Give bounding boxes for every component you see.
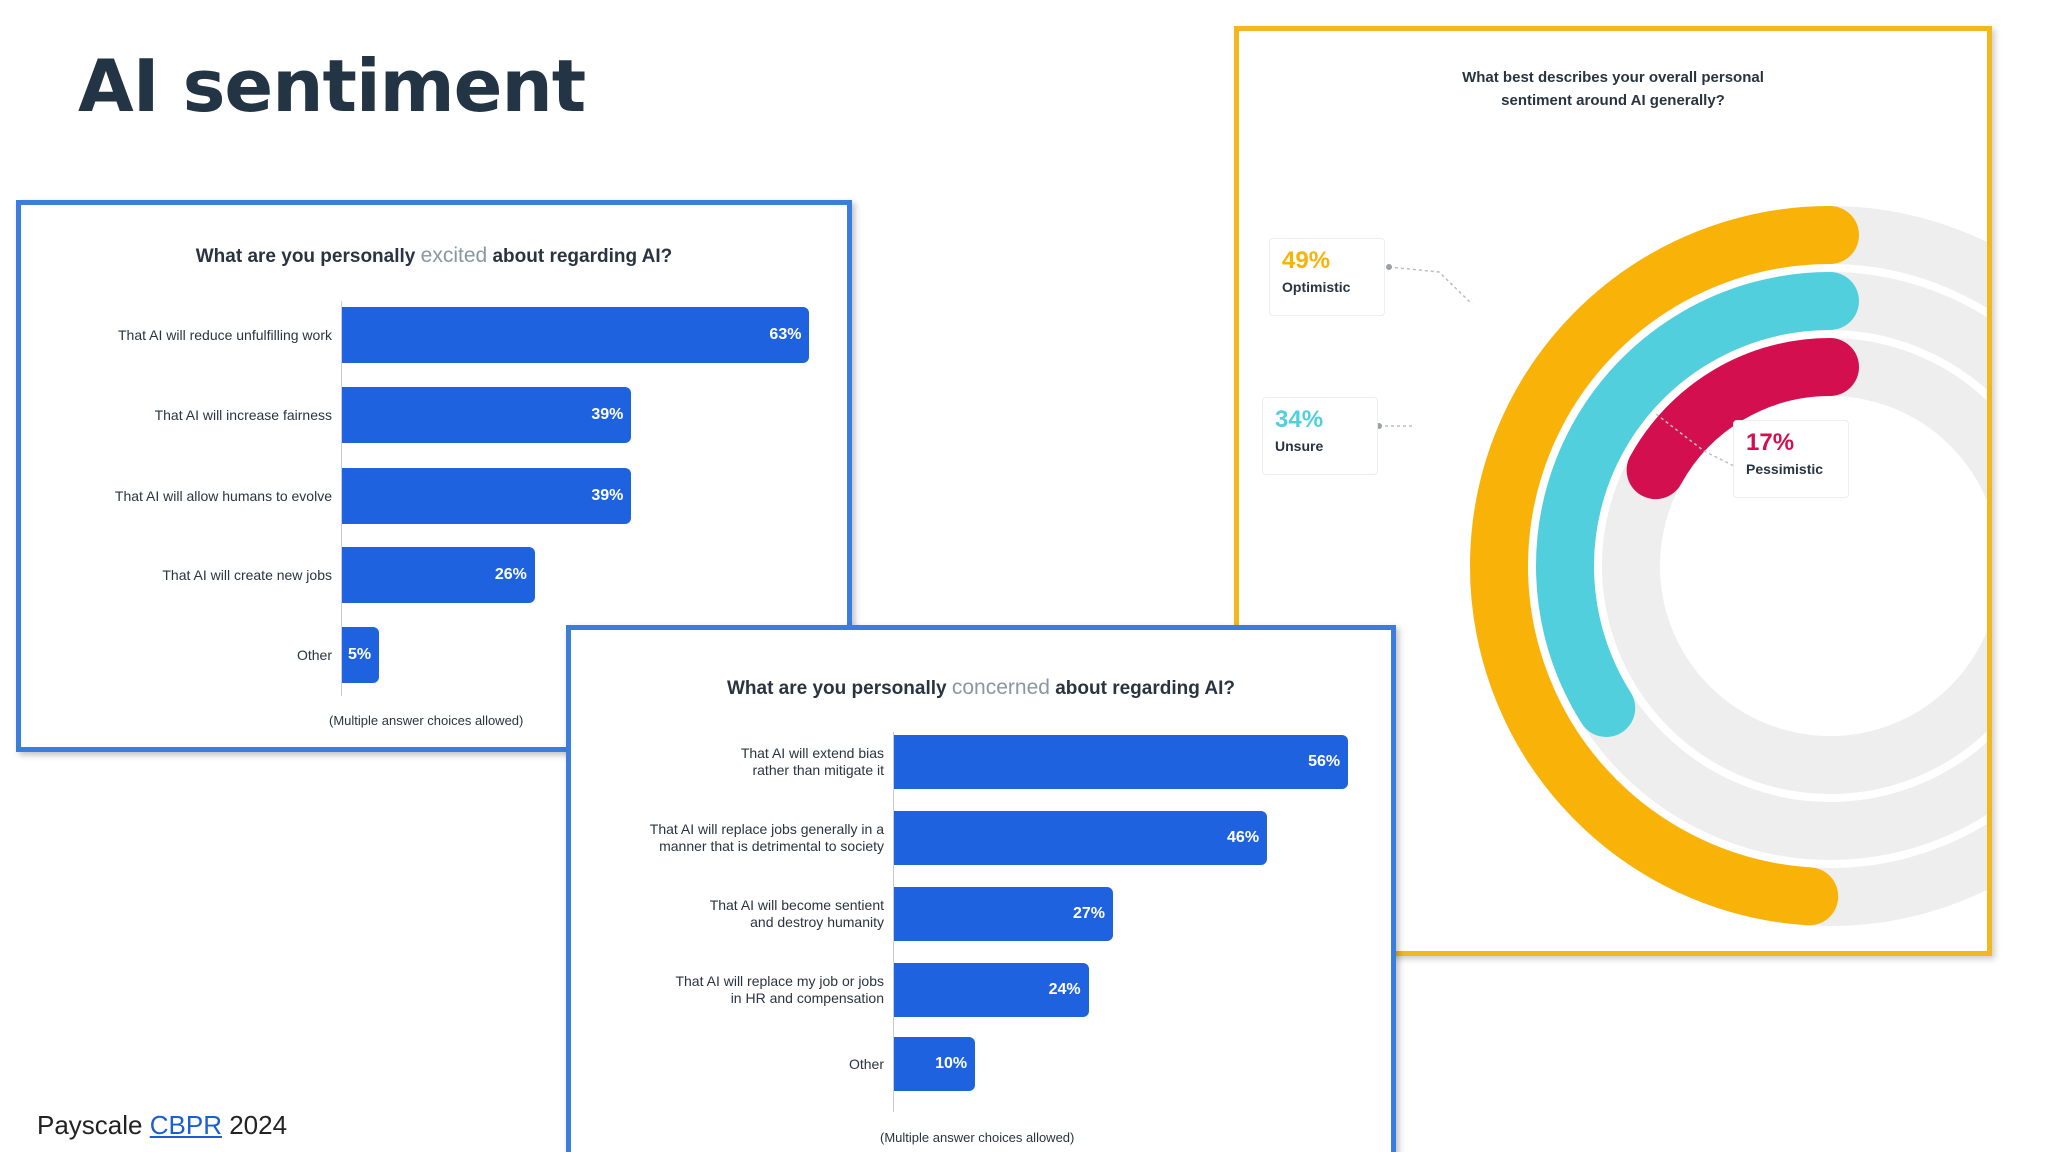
concerned-title-prefix: What are you personally xyxy=(726,678,952,699)
bar-value-label: 46% xyxy=(1227,829,1260,846)
radial-arc-unsure xyxy=(1536,272,1859,737)
bar-value-label: 39% xyxy=(591,487,624,504)
radial-arc-pessimistic xyxy=(1626,338,1859,500)
optimistic-percent: 49% xyxy=(1282,247,1331,274)
excited-title-prefix: What are you personally xyxy=(195,246,421,267)
bar-value-label: 27% xyxy=(1072,905,1105,922)
sentiment-radial-chart xyxy=(1376,206,1987,926)
concerned-title-highlight: concerned xyxy=(951,676,1050,699)
bar-category-label: Other xyxy=(296,646,332,663)
optimistic-stat-card: 49% Optimistic xyxy=(1269,238,1385,316)
bar-value-label: 5% xyxy=(347,646,372,663)
source-suffix: 2024 xyxy=(221,1110,288,1140)
bar-axis-line xyxy=(893,732,894,1112)
bar-value-label: 10% xyxy=(935,1055,968,1072)
bar-category-label: Other xyxy=(848,1055,884,1072)
bar-value-label: 24% xyxy=(1048,981,1081,998)
excited-footnote: (Multiple answer choices allowed) xyxy=(329,713,524,728)
bar-category-label: That AI will reduce unfulfilling work xyxy=(118,326,332,343)
bar-value-label: 26% xyxy=(494,566,527,583)
bar-category-label: That AI will become sentient and destroy … xyxy=(709,897,884,930)
sentiment-chart-panel: What best describes your overall persona… xyxy=(1234,26,1992,956)
concerned-footnote: (Multiple answer choices allowed) xyxy=(880,1130,1075,1145)
bar-category-label: That AI will replace my job or jobs in HR… xyxy=(675,973,884,1006)
radial-arc-optimistic xyxy=(1470,206,1859,926)
source-prefix: Payscale xyxy=(37,1110,150,1140)
bar: 63% xyxy=(342,307,810,363)
pessimistic-percent: 17% xyxy=(1746,429,1795,456)
concerned-chart-panel: What are you personally concerned about … xyxy=(566,625,1396,1152)
bar-category-label: That AI will allow humans to evolve xyxy=(114,487,332,504)
sentiment-title-line2: sentiment around AI generally? xyxy=(1501,92,1725,109)
concerned-title-suffix: about regarding AI? xyxy=(1049,678,1236,699)
optimistic-label: Optimistic xyxy=(1282,279,1351,295)
concerned-chart-title: What are you personally concerned about … xyxy=(571,676,1391,700)
bar-category-label: That AI will extend bias rather than miti… xyxy=(740,745,884,778)
bar: 46% xyxy=(894,811,1268,865)
bar: 27% xyxy=(894,887,1113,941)
bar-category-label: That AI will create new jobs xyxy=(162,566,332,583)
sentiment-chart-title: What best describes your overall persona… xyxy=(1239,66,1987,112)
source-citation: Payscale CBPR 2024 xyxy=(37,1110,287,1141)
source-link-cbpr[interactable]: CBPR xyxy=(149,1110,222,1140)
bar: 56% xyxy=(894,735,1349,789)
bar: 26% xyxy=(342,547,535,603)
excited-chart-panel: What are you personally excited about re… xyxy=(16,200,852,752)
leader-dot xyxy=(1386,264,1392,270)
bar-axis-line xyxy=(341,301,342,696)
bar: 39% xyxy=(342,468,632,524)
excited-bar-chart: That AI will reduce unfulfilling work 63%… xyxy=(21,205,847,747)
pessimistic-label: Pessimistic xyxy=(1746,461,1824,477)
excited-title-suffix: about regarding AI? xyxy=(487,246,673,267)
unsure-label: Unsure xyxy=(1275,438,1324,454)
bar-category-label: That AI will replace jobs generally in a… xyxy=(649,821,884,854)
excited-title-highlight: excited xyxy=(420,244,488,267)
bar: 24% xyxy=(894,963,1089,1017)
bar-value-label: 56% xyxy=(1308,753,1341,770)
sentiment-title-line1: What best describes your overall persona… xyxy=(1462,69,1764,86)
pessimistic-stat-card: 17% Pessimistic xyxy=(1733,420,1849,498)
unsure-percent: 34% xyxy=(1275,406,1324,433)
leader-line xyxy=(1655,413,1745,472)
leader-line xyxy=(1388,266,1473,305)
bar: 5% xyxy=(342,627,380,683)
excited-chart-title: What are you personally excited about re… xyxy=(21,244,847,268)
bar: 39% xyxy=(342,387,632,443)
bar-value-label: 39% xyxy=(591,406,624,423)
bar-value-label: 63% xyxy=(769,326,802,343)
bar-category-label: That AI will increase fairness xyxy=(154,406,332,423)
concerned-bar-chart: That AI will extend bias rather than miti… xyxy=(571,630,1391,1152)
unsure-stat-card: 34% Unsure xyxy=(1262,397,1378,475)
bar: 10% xyxy=(894,1037,976,1091)
slide-title: AI sentiment xyxy=(78,44,586,128)
